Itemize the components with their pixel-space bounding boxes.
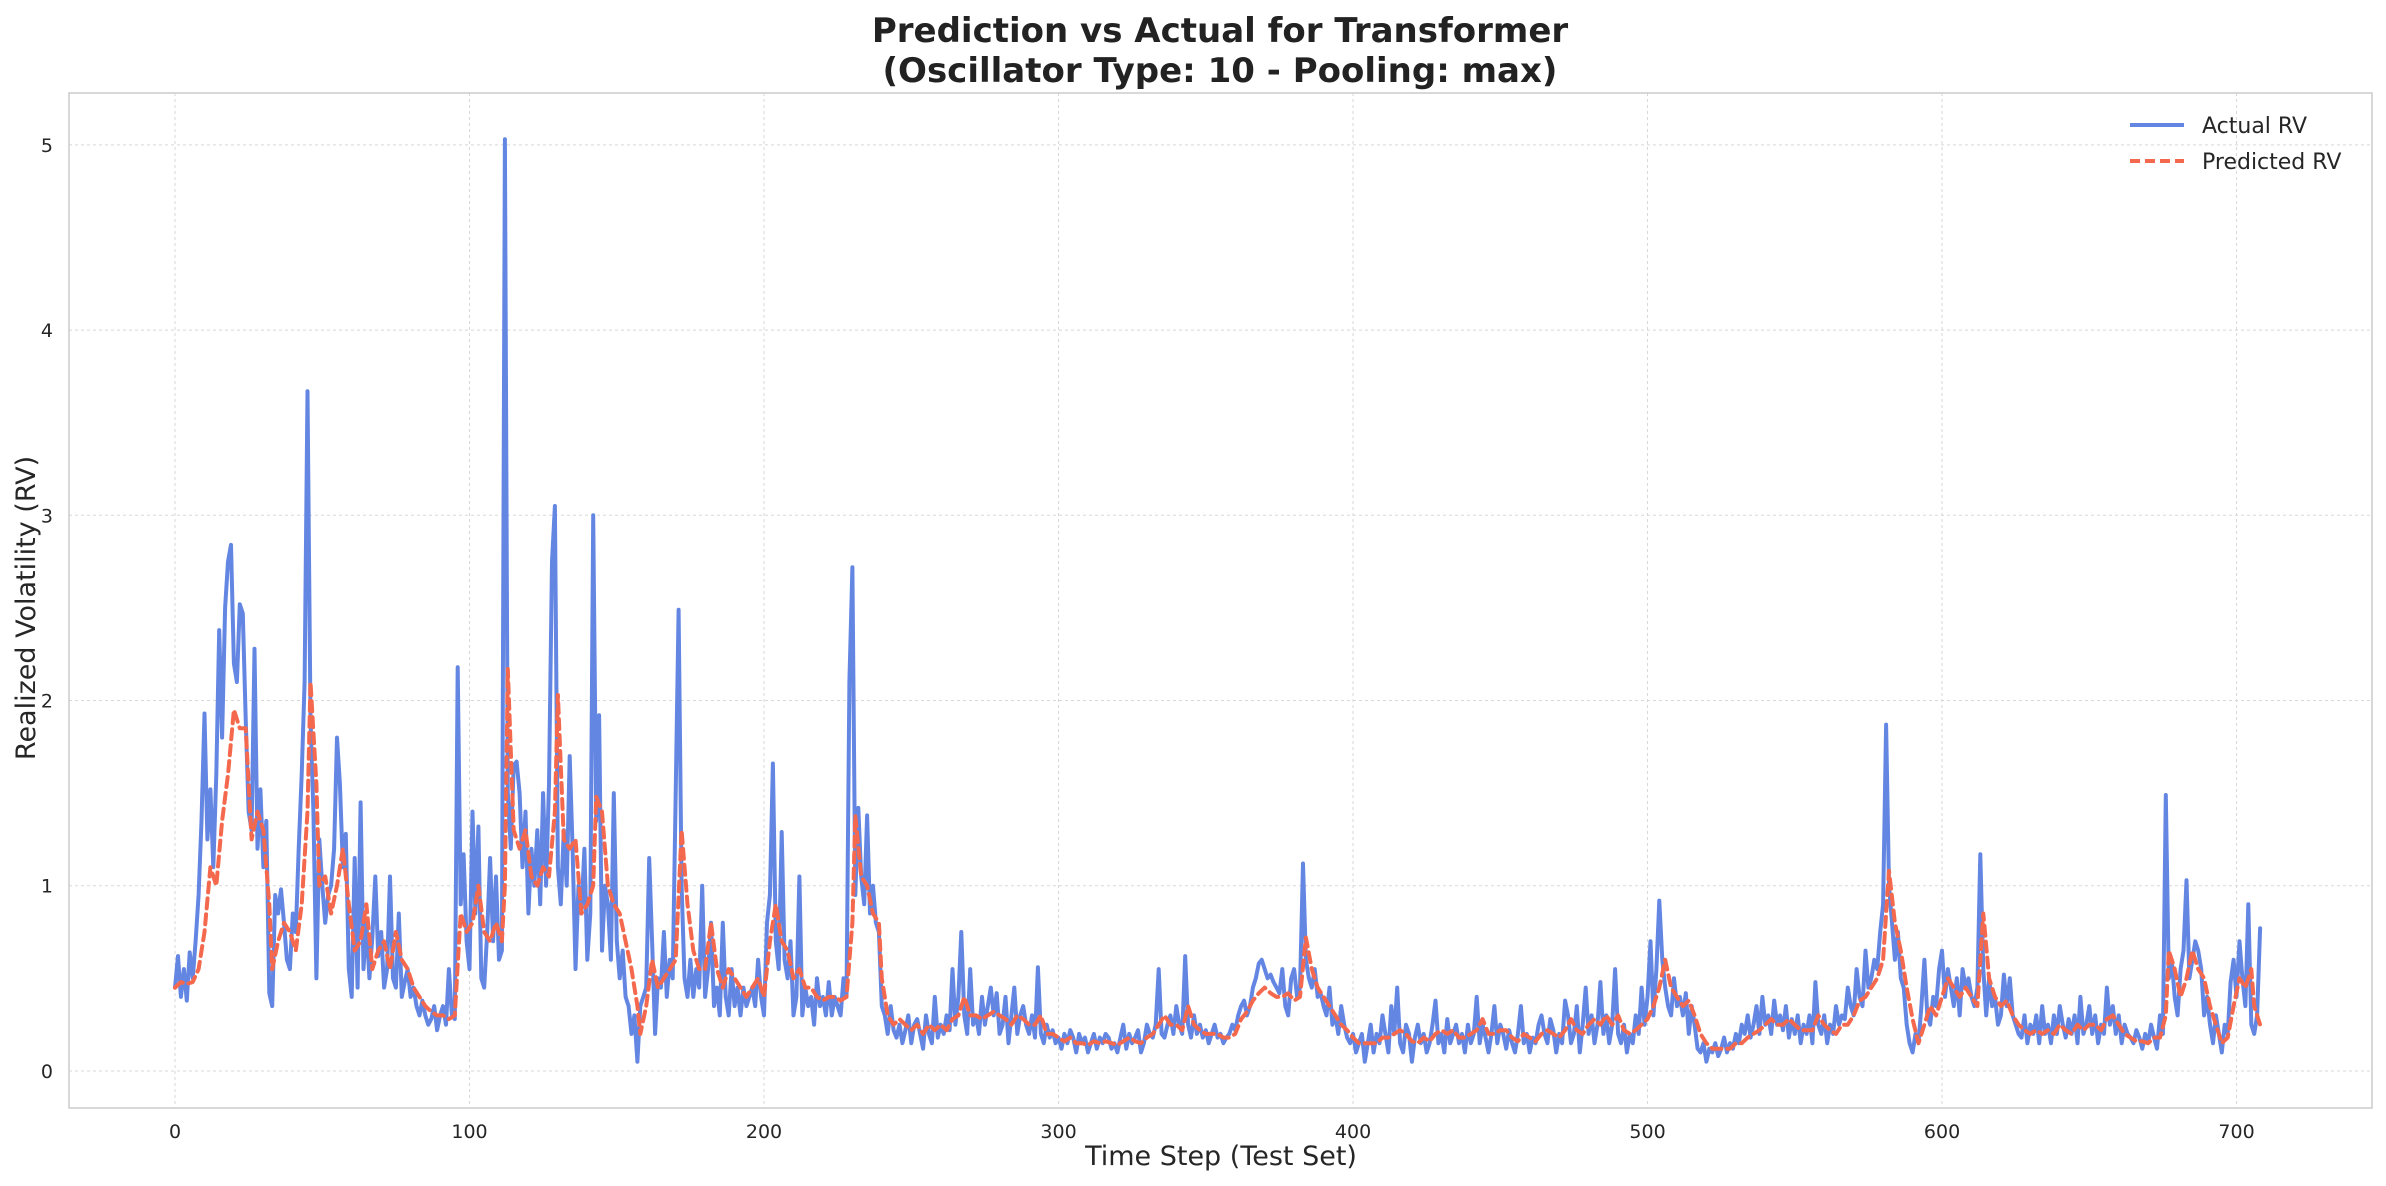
series-line-predicted-rv (173, 667, 2263, 1051)
plot-area-frame (68, 92, 2373, 1109)
x-tick-label: 300 (1040, 1121, 1076, 1143)
x-axis-label: Time Step (Test Set) (1084, 1141, 1357, 1172)
x-tick-label: 0 (169, 1121, 181, 1143)
grid (69, 93, 2372, 1108)
x-tick-label: 200 (746, 1121, 782, 1143)
y-tick-label: 5 (41, 135, 53, 157)
series-lines (173, 137, 2263, 1064)
y-tick-label: 4 (41, 320, 53, 342)
x-tick-label: 100 (451, 1121, 487, 1143)
legend-label-predicted: Predicted RV (2202, 150, 2341, 175)
x-tick-label: 500 (1629, 1121, 1665, 1143)
legend-label-actual: Actual RV (2202, 114, 2307, 139)
y-axis-ticks: 0 1 2 3 4 5 (41, 135, 53, 1083)
x-tick-label: 700 (2218, 1121, 2254, 1143)
legend: Actual RV Predicted RV (2130, 114, 2341, 175)
series-line-actual-rv (173, 137, 2263, 1064)
y-tick-label: 1 (41, 876, 53, 898)
chart-subtitle: (Oscillator Type: 10 - Pooling: max) (883, 51, 1558, 91)
x-tick-label: 400 (1335, 1121, 1371, 1143)
y-axis-label: Realized Volatility (RV) (11, 456, 42, 760)
y-tick-label: 0 (41, 1061, 53, 1083)
x-axis-ticks: 0 100 200 300 400 500 600 700 (169, 1121, 2255, 1143)
x-tick-label: 600 (1924, 1121, 1960, 1143)
chart-title: Prediction vs Actual for Transformer (872, 11, 1569, 51)
y-tick-label: 2 (41, 691, 53, 713)
y-tick-label: 3 (41, 505, 53, 527)
